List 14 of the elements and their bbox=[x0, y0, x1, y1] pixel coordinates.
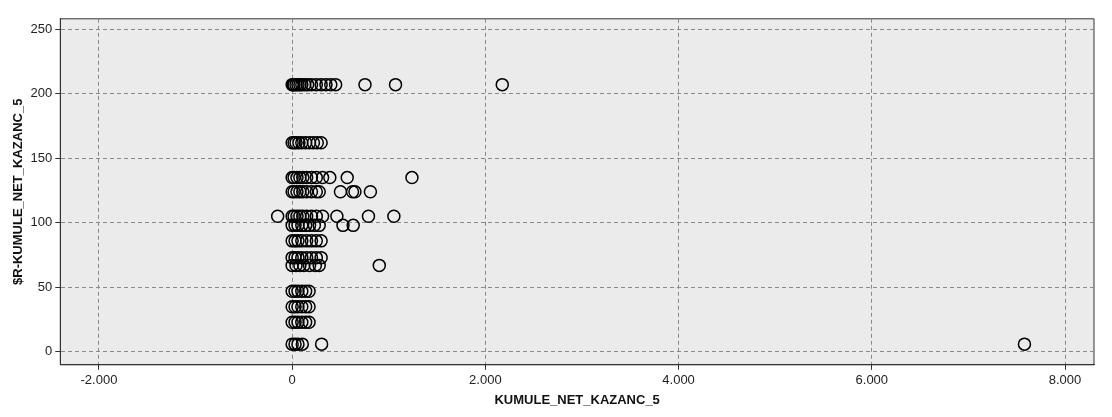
x-tick-label: 4.000 bbox=[662, 372, 695, 388]
y-tick-label: 50 bbox=[37, 278, 53, 294]
y-tick-label: 200 bbox=[30, 85, 53, 101]
x-tick-label: 8.000 bbox=[1048, 372, 1082, 388]
x-tick-label: -2.000 bbox=[80, 372, 118, 388]
y-tick-label: 100 bbox=[30, 214, 53, 230]
y-axis-title: $R-KUMULE_NET_KAZANC_5 bbox=[10, 98, 26, 285]
y-tick-label: 0 bbox=[45, 343, 53, 359]
x-tick-label: 6.000 bbox=[855, 372, 889, 388]
y-tick-label: 150 bbox=[30, 149, 53, 165]
y-tick-label: 250 bbox=[30, 20, 53, 36]
x-axis-title: KUMULE_NET_KAZANC_5 bbox=[494, 391, 660, 407]
x-tick-label: 2.000 bbox=[469, 372, 502, 388]
x-tick-label: 0 bbox=[288, 372, 296, 388]
